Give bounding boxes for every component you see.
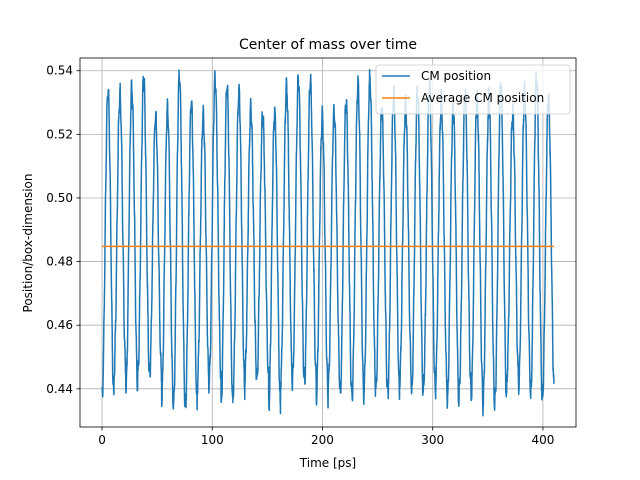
series-layer — [101, 68, 555, 417]
y-axis-label: Position/box-dimension — [21, 174, 35, 313]
x-axis-label: Time [ps] — [299, 456, 356, 470]
y-tick-label: 0.52 — [46, 127, 73, 141]
y-tick-label: 0.50 — [46, 191, 73, 205]
series-line-cm-position — [101, 68, 555, 417]
y-tick-label: 0.48 — [46, 255, 73, 269]
legend-box — [375, 64, 571, 115]
x-tick-label: 100 — [201, 433, 224, 447]
y-tick-label: 0.54 — [46, 64, 73, 78]
x-tick-label: 200 — [311, 433, 334, 447]
legend-label-average-cm-position: Average CM position — [421, 91, 544, 105]
y-tick-label: 0.44 — [46, 382, 73, 396]
x-tick-label: 0 — [98, 433, 106, 447]
y-axis: 0.44 0.46 0.48 0.50 0.52 0.54 — [46, 64, 80, 396]
legend-label-cm-position: CM position — [421, 69, 491, 83]
x-axis: 0 100 200 300 400 — [98, 427, 554, 447]
legend: CM position Average CM position — [375, 64, 571, 115]
x-tick-label: 400 — [531, 433, 554, 447]
chart-title: Center of mass over time — [239, 37, 417, 53]
x-tick-label: 300 — [421, 433, 444, 447]
y-tick-label: 0.46 — [46, 318, 73, 332]
plot-frame — [79, 57, 577, 428]
